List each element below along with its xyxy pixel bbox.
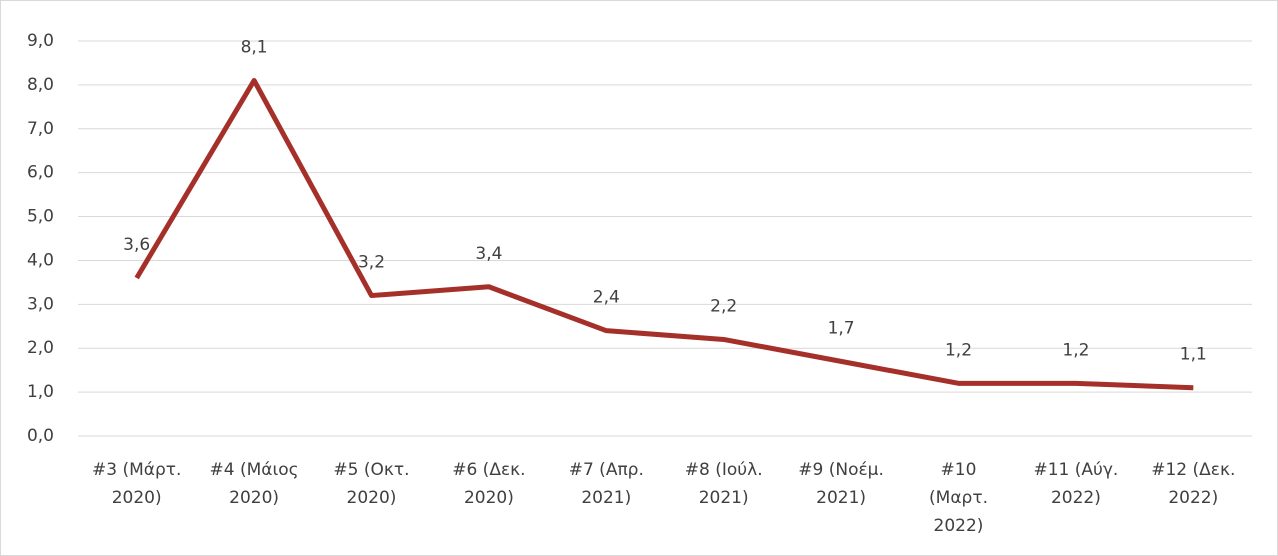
x-tick-label: 2021) (699, 488, 749, 508)
x-tick-label: 2020) (229, 488, 279, 508)
data-label: 3,2 (358, 253, 385, 273)
x-tick-label: 2020) (112, 488, 162, 508)
x-tick-label: 2022) (934, 516, 984, 536)
y-tick-label: 2,0 (27, 338, 54, 358)
data-label: 1,1 (1180, 345, 1207, 365)
data-label: 8,1 (241, 38, 268, 58)
y-tick-label: 1,0 (27, 382, 54, 402)
x-tick-label: 2020) (464, 488, 514, 508)
x-tick-label: #3 (Μάρτ. (92, 460, 181, 480)
data-label: 2,4 (593, 288, 620, 308)
x-tick-label: #9 (Νοέμ. (798, 460, 884, 480)
x-tick-label: #6 (Δεκ. (452, 460, 525, 480)
x-tick-label: 2022) (1051, 488, 1101, 508)
y-tick-label: 8,0 (27, 75, 54, 95)
x-tick-label: #10 (941, 460, 977, 480)
y-tick-label: 7,0 (27, 119, 54, 139)
y-tick-label: 4,0 (27, 250, 54, 270)
x-tick-label: #8 (Ιούλ. (685, 460, 763, 480)
x-tick-label: #7 (Απρ. (569, 460, 644, 480)
x-tick-label: #12 (Δεκ. (1151, 460, 1235, 480)
y-tick-label: 0,0 (27, 426, 54, 446)
x-tick-label: #11 (Αύγ. (1033, 460, 1118, 480)
x-tick-label: 2022) (1168, 488, 1218, 508)
data-label: 1,2 (945, 340, 972, 360)
data-label: 3,6 (123, 235, 150, 255)
series-line (134, 78, 1194, 391)
x-tick-label: #5 (Οκτ. (333, 460, 409, 480)
data-label: 1,7 (828, 318, 855, 338)
x-tick-label: #4 (Μάιος (210, 460, 299, 480)
y-tick-label: 6,0 (27, 163, 54, 183)
x-tick-label: (Μαρτ. (929, 488, 988, 508)
x-tick-label: 2021) (816, 488, 866, 508)
y-tick-label: 9,0 (27, 31, 54, 51)
data-label: 1,2 (1062, 340, 1089, 360)
data-label: 3,4 (475, 244, 502, 264)
y-tick-label: 3,0 (27, 294, 54, 314)
y-tick-label: 5,0 (27, 207, 54, 227)
x-tick-label: 2020) (347, 488, 397, 508)
x-tick-label: 2021) (581, 488, 631, 508)
data-label: 2,2 (710, 296, 737, 316)
